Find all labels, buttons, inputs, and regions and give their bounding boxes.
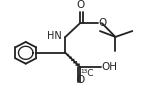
Text: O: O (76, 75, 84, 85)
Text: O: O (98, 18, 107, 28)
Text: HN: HN (47, 31, 62, 41)
Text: ¹³C: ¹³C (81, 69, 94, 78)
Text: O: O (76, 0, 84, 10)
Text: OH: OH (101, 62, 117, 72)
